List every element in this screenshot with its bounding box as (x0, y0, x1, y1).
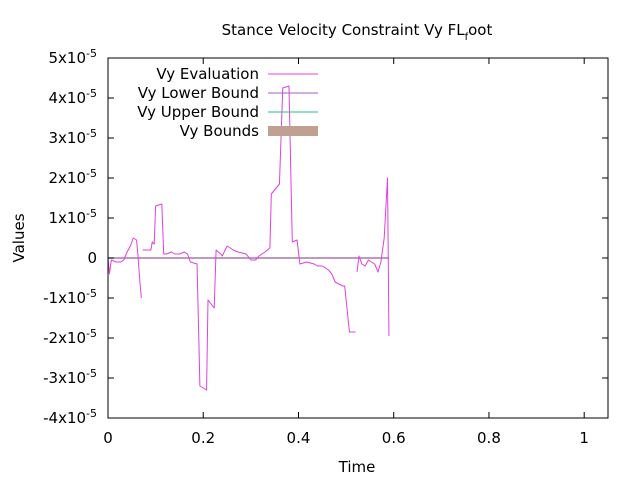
y-tick-label-4: 1x10-5 (49, 207, 97, 227)
axis-ticks: 0 0.2 0.4 0.6 0.8 1 5x10-5 4x10-5 3x10-5 2x10-5 1x… (43, 47, 609, 447)
x-axis-title: Time (338, 458, 376, 476)
y-tick-label-9: -4x10-5 (43, 407, 97, 427)
legend-label-vy-bounds: Vy Bounds (180, 122, 260, 140)
x-tick-label-4: 0.8 (477, 429, 501, 447)
y-tick-label-8: -3x10-5 (43, 367, 97, 387)
plot-border (107, 57, 609, 419)
chart-title-main: Stance Velocity Constraint Vy FL (222, 21, 466, 39)
x-tick-label-0: 0 (103, 429, 113, 447)
y-tick-label-7: -2x10-5 (43, 327, 97, 347)
y-tick-label-2: 3x10-5 (49, 127, 97, 147)
legend-label-vy-lower-bound: Vy Lower Bound (138, 84, 259, 102)
chart-title-subscript: f (465, 32, 469, 43)
y-tick-label-5: 0 (87, 249, 97, 267)
chart-title-tail: oot (468, 21, 492, 39)
y-tick-label-0: 5x10-5 (49, 47, 97, 67)
legend-label-vy-evaluation: Vy Evaluation (156, 65, 259, 83)
series-vy-evaluation-line-2 (142, 85, 356, 391)
plot-area (107, 85, 390, 391)
legend-label-vy-upper-bound: Vy Upper Bound (137, 103, 259, 121)
x-tick-label-1: 0.2 (191, 429, 215, 447)
y-tick-label-3: 2x10-5 (49, 167, 97, 187)
series-vy-evaluation-line-1 (107, 237, 142, 299)
legend-swatch-vy-bounds (268, 126, 318, 136)
y-axis-title: Values (10, 213, 28, 262)
x-tick-label-3: 0.6 (382, 429, 406, 447)
chart-title: Stance Velocity Constraint Vy FLfoot (222, 21, 493, 43)
x-tick-label-2: 0.4 (287, 429, 311, 447)
series-vy-evaluation-line-3 (356, 177, 390, 337)
x-tick-label-5: 1 (579, 429, 589, 447)
y-tick-label-1: 4x10-5 (49, 87, 97, 107)
y-tick-label-6: -1x10-5 (43, 287, 97, 307)
